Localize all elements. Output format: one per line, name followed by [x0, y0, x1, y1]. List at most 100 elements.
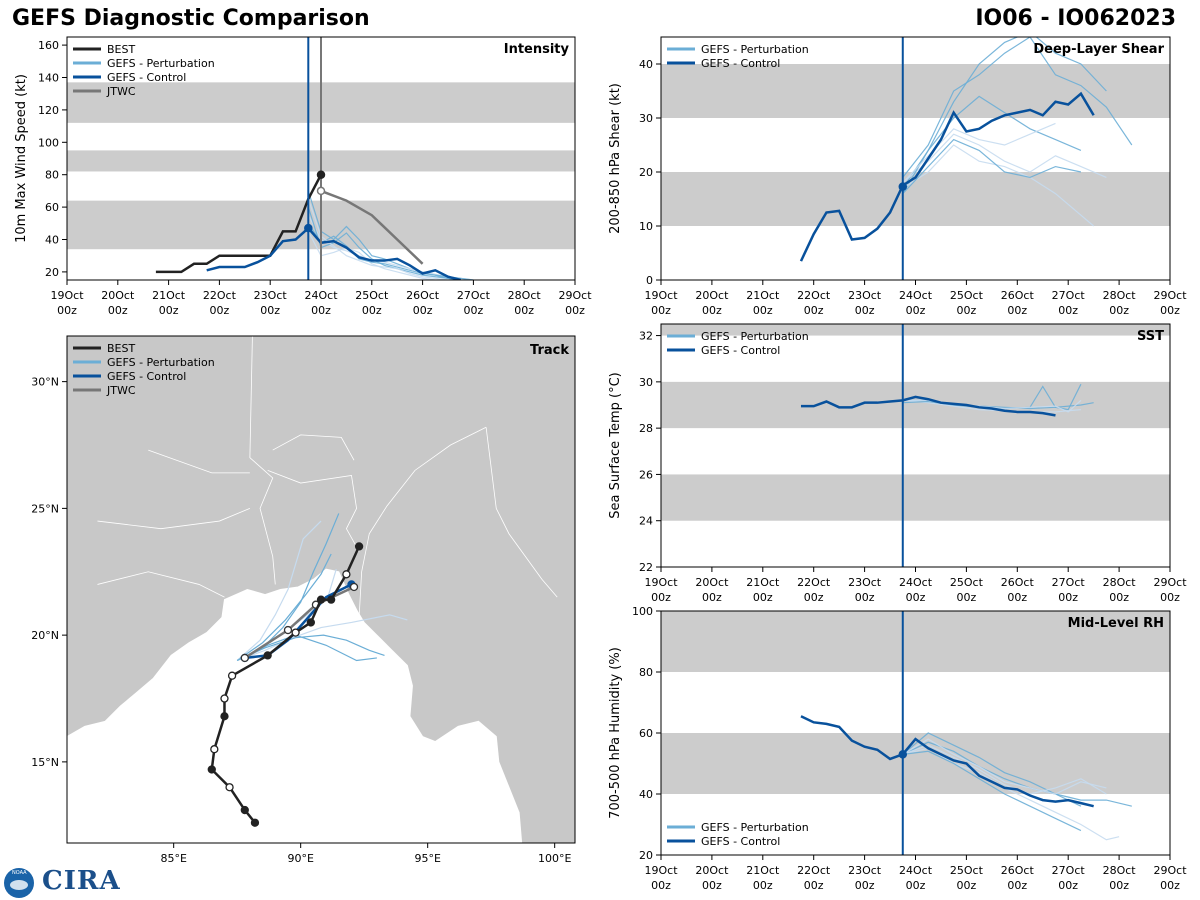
- sst-perturbation-member-1: [902, 399, 1081, 413]
- rh-legend-label-0: GEFS - Perturbation: [701, 821, 809, 834]
- rh-perturbation-member-2: [902, 732, 1082, 807]
- sst-xtick-sublabel-9: 00z: [1109, 591, 1129, 604]
- sst-xtick-sublabel-7: 00z: [1007, 591, 1027, 604]
- rh-xtick-sublabel-6: 00z: [957, 879, 977, 892]
- shear-perturbation-member-6: [902, 138, 1082, 195]
- intensity-xtick-sublabel-10: 00z: [565, 304, 585, 317]
- intensity-marker-1: [304, 223, 313, 233]
- track-panel-title: Track: [530, 343, 569, 358]
- rh-xtick-sublabel-10: 00z: [1160, 879, 1180, 892]
- shear-series-gefs-control: [799, 91, 1095, 262]
- shear-xtick-label-2: 21Oct: [746, 289, 780, 302]
- rh-band-1: [661, 611, 1170, 672]
- intensity-xtick-sublabel-2: 00z: [159, 304, 179, 317]
- track-border-6: [97, 571, 225, 598]
- intensity-xtick-label-4: 23Oct: [254, 289, 288, 302]
- sst-xtick-label-4: 23Oct: [848, 576, 882, 589]
- sst-ytick-label-5: 32: [639, 330, 653, 343]
- track-best-point-13: [342, 570, 351, 579]
- track-best-point-12: [327, 595, 336, 604]
- shear-perturbation-member-4: [902, 37, 1133, 178]
- track-legend-label-2: GEFS - Control: [107, 370, 186, 383]
- rh-marker-0: [898, 750, 908, 759]
- rh-xtick-label-6: 25Oct: [950, 864, 984, 877]
- rh-legend-label-1: GEFS - Control: [701, 835, 780, 848]
- rh-xtick-sublabel-0: 00z: [651, 879, 671, 892]
- rh-xtick-label-8: 27Oct: [1052, 864, 1086, 877]
- rh-series-gefs-control: [800, 715, 1094, 808]
- intensity-marker-0: [316, 170, 326, 179]
- track-chart: 85°E 90°E 95°E 100°E 15°N 20°N 25°N 30°N Track BE…: [31, 335, 576, 865]
- track-border-3: [148, 449, 250, 474]
- sst-ytick-label-0: 22: [639, 561, 653, 574]
- intensity-chart: 20 40 60 80 100 120 140 160 19Oct 00z 20Oct 00z 21Oc…: [14, 36, 592, 317]
- cira-logo: NOAA CIRA: [4, 866, 120, 898]
- intensity-xtick-sublabel-7: 00z: [413, 304, 433, 317]
- shear-panel-title: Deep-Layer Shear: [1033, 42, 1164, 57]
- intensity-ytick-label-3: 80: [45, 169, 59, 182]
- rh-xtick-label-5: 24Oct: [899, 864, 933, 877]
- intensity-xtick-label-9: 28Oct: [508, 289, 542, 302]
- storm-identifier: IO06 - IO062023: [975, 6, 1176, 31]
- rh-xtick-sublabel-7: 00z: [1007, 879, 1027, 892]
- rh-perturbation-member-4: [902, 750, 1082, 832]
- track-border-2: [267, 469, 360, 552]
- shear-xtick-label-0: 19Oct: [644, 289, 678, 302]
- rh-xtick-sublabel-5: 00z: [906, 879, 926, 892]
- sst-xtick-sublabel-5: 00z: [906, 591, 926, 604]
- shear-xtick-sublabel-3: 00z: [804, 304, 824, 317]
- sst-panel-title: SST: [1137, 329, 1164, 344]
- track-land: [67, 336, 575, 843]
- shear-xtick-label-1: 20Oct: [695, 289, 729, 302]
- rh-xtick-label-10: 29Oct: [1153, 864, 1187, 877]
- sst-legend-label-0: GEFS - Perturbation: [701, 330, 809, 343]
- track-best-point-2: [225, 783, 234, 792]
- shear-perturbation-member-0: [902, 37, 1107, 189]
- track-best-point-0: [250, 818, 260, 827]
- sst-legend-label-1: GEFS - Control: [701, 344, 780, 357]
- rh-plot-area: [800, 715, 1132, 841]
- rh-ytick-label-0: 20: [639, 849, 653, 862]
- shear-xtick-sublabel-6: 00z: [957, 304, 977, 317]
- track-best-point-4: [210, 745, 219, 754]
- track-legend-label-1: GEFS - Perturbation: [107, 356, 215, 369]
- track-series-jtwc: [244, 585, 355, 659]
- intensity-xtick-sublabel-5: 00z: [311, 304, 331, 317]
- rh-ytick-label-3: 80: [639, 666, 653, 679]
- intensity-xtick-label-0: 19Oct: [50, 289, 84, 302]
- rh-xtick-sublabel-1: 00z: [702, 879, 722, 892]
- track-perturbation-member-1: [236, 614, 408, 662]
- rh-xtick-sublabel-3: 00z: [804, 879, 824, 892]
- shear-perturbation-member-3: [902, 144, 1095, 227]
- intensity-xtick-sublabel-1: 00z: [108, 304, 128, 317]
- intensity-legend-label-0: BEST: [107, 43, 135, 56]
- intensity-marker-2: [316, 186, 326, 196]
- shear-xtick-sublabel-9: 00z: [1109, 304, 1129, 317]
- intensity-series-best: [155, 174, 323, 274]
- intensity-ytick-label-2: 60: [45, 201, 59, 214]
- sst-xtick-label-7: 26Oct: [1001, 576, 1035, 589]
- intensity-legend-label-1: GEFS - Perturbation: [107, 57, 215, 70]
- track-best-point-9: [291, 628, 300, 637]
- sst-ytick-label-1: 24: [639, 515, 653, 528]
- intensity-perturbation-member-2: [307, 206, 466, 280]
- rh-xtick-sublabel-8: 00z: [1058, 879, 1078, 892]
- shear-xtick-sublabel-8: 00z: [1058, 304, 1078, 317]
- track-legend-label-3: JTWC: [106, 384, 136, 397]
- intensity-xtick-label-7: 26Oct: [406, 289, 440, 302]
- intensity-perturbation-member-3: [307, 231, 441, 280]
- intensity-xtick-sublabel-3: 00z: [210, 304, 230, 317]
- shear-xtick-label-4: 23Oct: [848, 289, 882, 302]
- shear-legend-label-1: GEFS - Control: [701, 57, 780, 70]
- track-best-point-6: [220, 694, 229, 703]
- sst-ylabel: Sea Surface Temp (°C): [608, 372, 623, 519]
- sst-ytick-label-3: 28: [639, 422, 653, 435]
- track-best-point-7: [227, 671, 237, 680]
- shear-xtick-sublabel-5: 00z: [906, 304, 926, 317]
- track-ytick-label-2: 25°N: [31, 502, 59, 515]
- track-frame: [66, 335, 576, 844]
- track-jtwc-point-1: [283, 625, 293, 635]
- track-best-point-8: [263, 651, 272, 660]
